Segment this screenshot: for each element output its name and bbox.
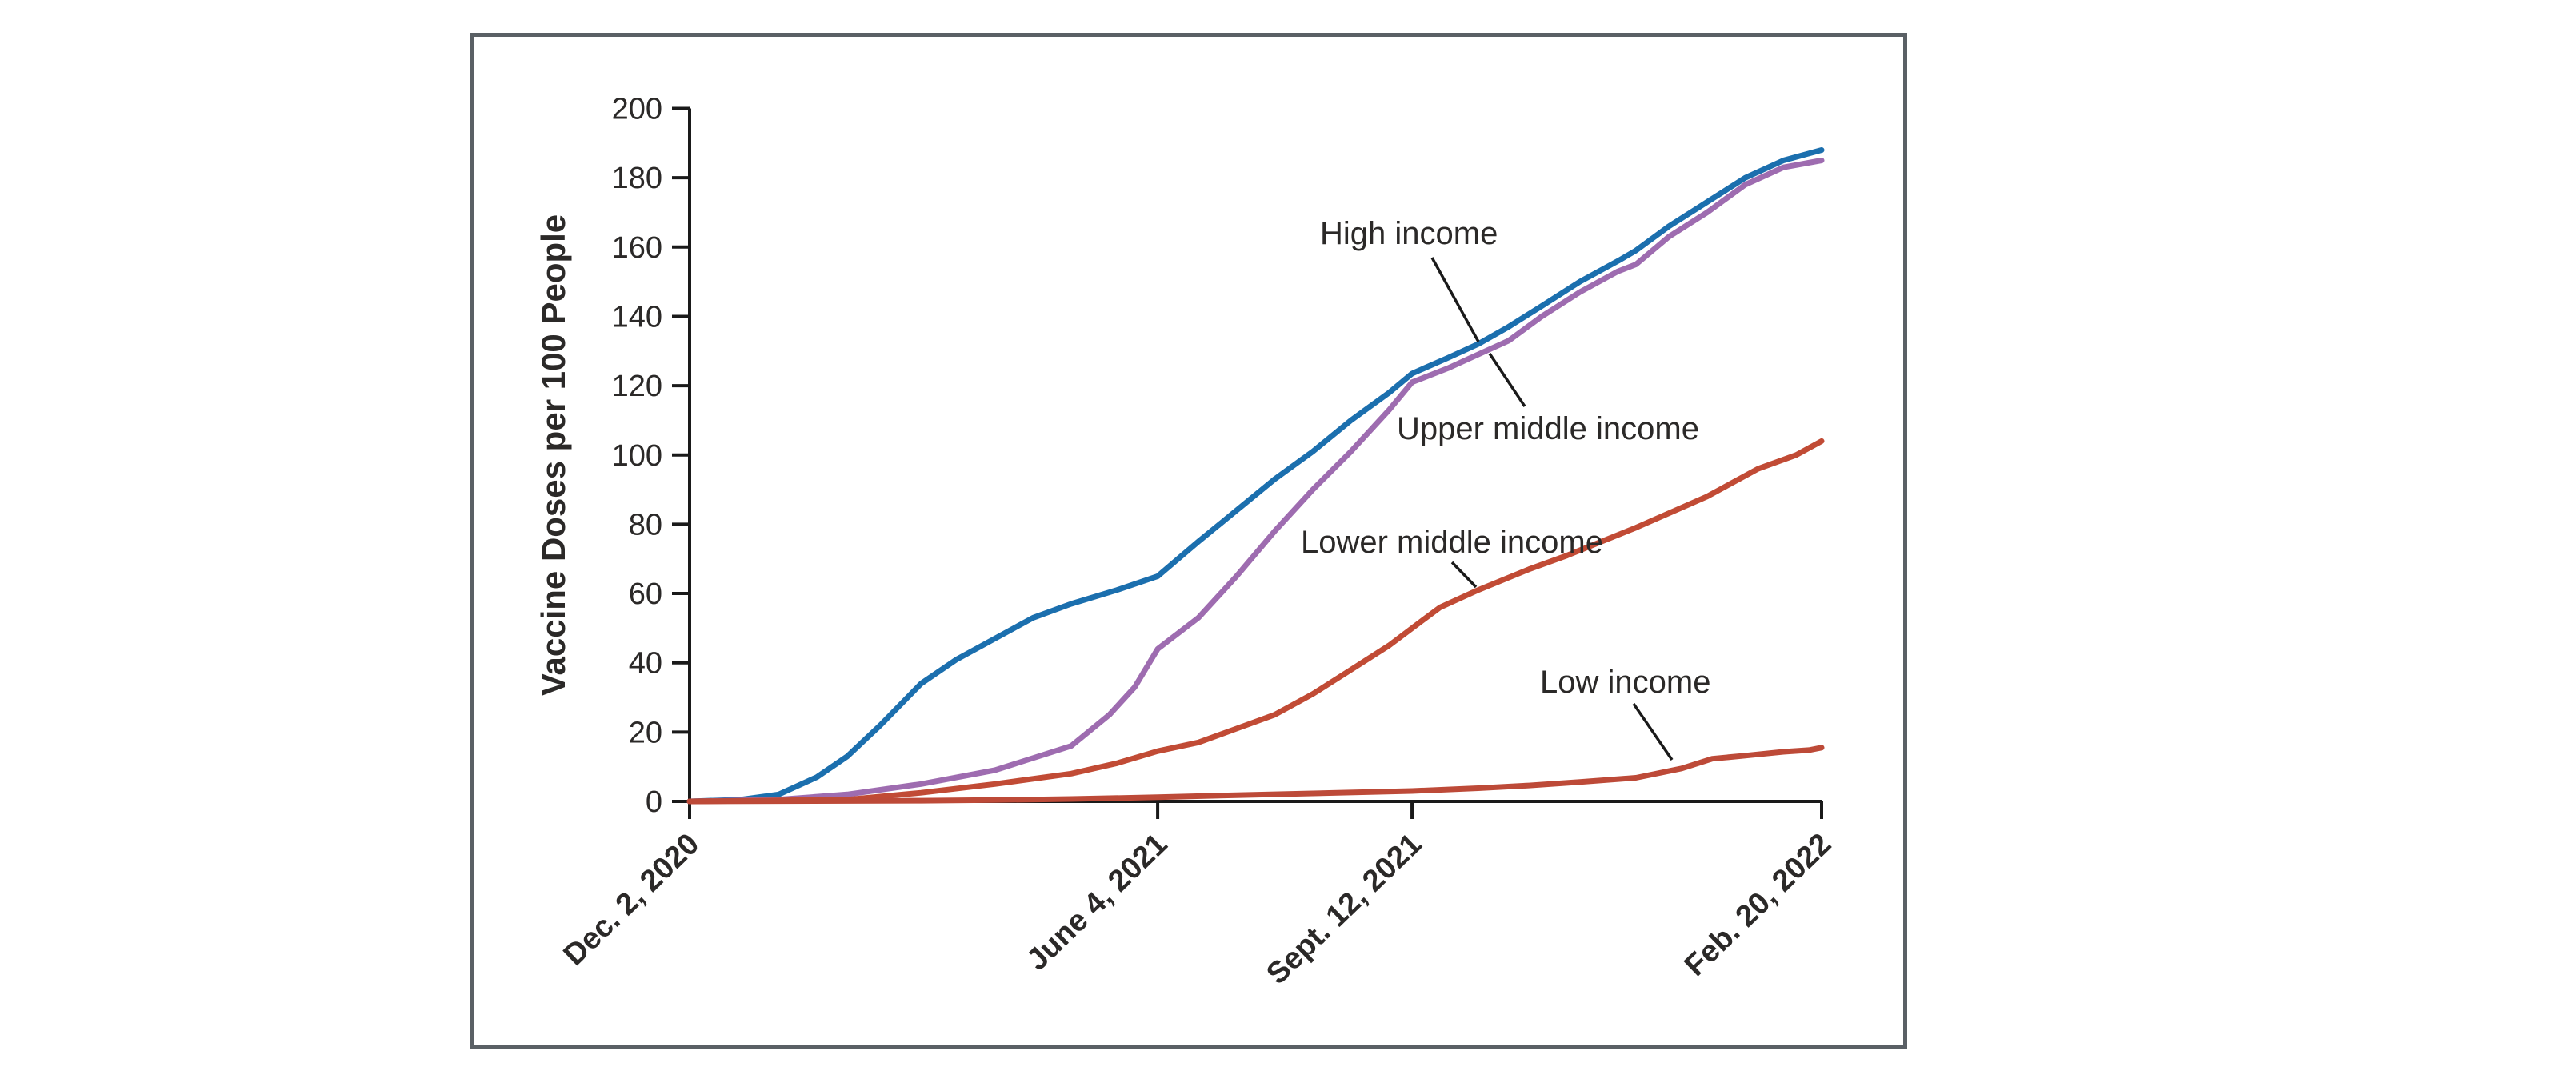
callout-line-upper-middle-income	[1488, 353, 1526, 407]
callout-line-high-income	[1430, 257, 1480, 342]
y-tick-label: 40	[629, 647, 662, 681]
y-tick-label: 200	[612, 93, 662, 126]
y-tick-label: 140	[612, 300, 662, 334]
x-tick-date-label: Dec. 2, 2020	[558, 827, 706, 972]
x-tick-date-label: Feb. 20, 2022	[1678, 827, 1838, 983]
y-tick-label: 60	[629, 577, 662, 611]
y-tick-label: 100	[612, 439, 662, 473]
x-tick-date-label: Sept. 12, 2021	[1260, 827, 1428, 991]
curve-lower-middle-income	[686, 438, 1825, 805]
y-tick-label: 80	[629, 508, 662, 542]
y-tick-label: 20	[629, 716, 662, 749]
data-curves	[686, 147, 1825, 805]
curve-low-income	[686, 745, 1825, 805]
series-label-high-income: High income	[1320, 216, 1498, 251]
curve-upper-middle-income	[686, 158, 1825, 805]
series-label-low-income: Low income	[1540, 665, 1710, 700]
y-tick-label: 160	[612, 231, 662, 265]
series-label-upper-middle-income: Upper middle income	[1397, 411, 1699, 446]
series-label-lower-middle-income: Lower middle income	[1301, 525, 1603, 560]
y-tick-label: 120	[612, 370, 662, 403]
x-tick-date-label: June 4, 2021	[1021, 827, 1174, 977]
callout-line-low-income	[1632, 703, 1674, 761]
figure-frame	[470, 33, 1907, 1049]
y-tick-label: 0	[646, 785, 662, 819]
curve-high-income	[686, 147, 1825, 805]
y-tick-label: 180	[612, 162, 662, 195]
x-axis-ticks: Dec. 2, 2020 June 4, 2021 Sept. 12, 2021 Fe…	[558, 801, 1838, 991]
y-axis-ticks: 0 20 40 60 80 100 120 140 160 180 200	[612, 93, 690, 819]
series-annotations: High income Upper middle income Lower midd…	[1301, 216, 1710, 761]
callout-line-lower-middle-income	[1450, 561, 1478, 589]
y-axis-title: Vaccine Doses per 100 People	[534, 214, 572, 696]
